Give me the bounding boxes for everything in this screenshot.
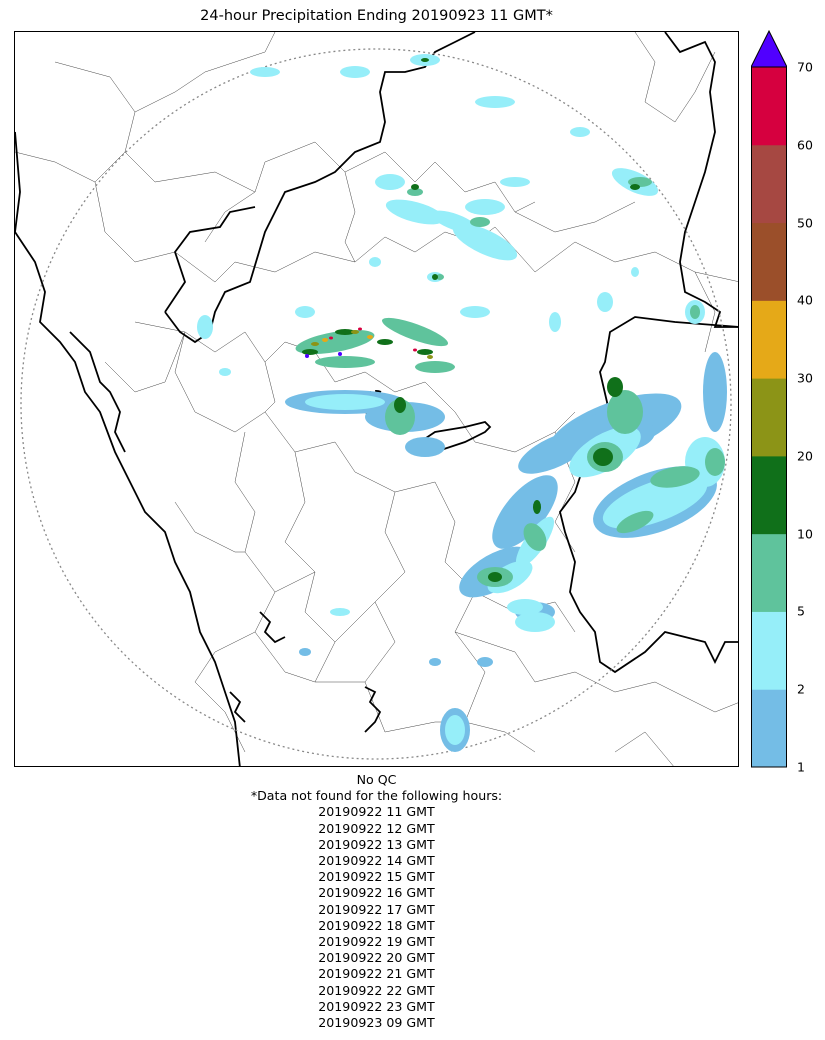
precipitation-map — [14, 31, 739, 767]
state-boundaries — [15, 32, 738, 766]
colorbar-segment — [751, 455, 787, 535]
colorbar-outline — [751, 66, 787, 768]
colorbar-tick-label: 10 — [797, 526, 813, 542]
precip-level-extend — [305, 352, 342, 358]
colorbar-segment — [751, 144, 787, 224]
district-boundaries — [15, 32, 738, 766]
missing-hour-item: 20190922 11 GMT — [318, 804, 435, 820]
missing-hour-item: 20190922 13 GMT — [318, 836, 435, 852]
missing-hour-item: 20190923 09 GMT — [318, 1015, 435, 1031]
missing-hour-item: 20190922 15 GMT — [318, 869, 435, 885]
radar-range-ring — [20, 48, 732, 760]
colorbar-segment — [751, 533, 787, 612]
colorbar-graphic — [750, 29, 788, 768]
precip-level-1 — [285, 352, 727, 752]
colorbar-tick-label: 1 — [797, 759, 805, 775]
map-canvas — [15, 32, 738, 766]
colorbar-extend-arrow — [750, 29, 788, 68]
colorbar-segment — [751, 67, 787, 146]
missing-hour-item: 20190922 20 GMT — [318, 950, 435, 966]
colorbar-segment — [751, 222, 787, 301]
missing-hour-item: 20190922 12 GMT — [318, 820, 435, 836]
colorbar-tick-label: 60 — [797, 137, 813, 153]
missing-hour-item: 20190922 22 GMT — [318, 982, 435, 998]
missing-hour-item: 20190922 17 GMT — [318, 901, 435, 917]
precip-level-4 — [302, 58, 640, 582]
precip-level-6 — [322, 335, 373, 342]
qc-note: No QC — [356, 772, 397, 787]
missing-hour-item: 20190922 23 GMT — [318, 998, 435, 1014]
colorbar-tick-label: 40 — [797, 292, 813, 308]
footer-notes: No QC *Data not found for the following … — [14, 772, 739, 1031]
precip-level-9 — [329, 327, 417, 352]
colorbar-tick-label: 70 — [797, 59, 813, 75]
colorbar-tick-label: 20 — [797, 448, 813, 464]
precip-level-5 — [311, 330, 433, 359]
colorbar-tick-label: 50 — [797, 215, 813, 231]
colorbar-tick-label: 5 — [797, 603, 805, 619]
colorbar-segment — [751, 689, 787, 768]
missing-hour-item: 20190922 21 GMT — [318, 966, 435, 982]
colorbar-segment — [751, 611, 787, 690]
map-title: 24-hour Precipitation Ending 20190923 11… — [200, 8, 553, 24]
missing-hour-item: 20190922 18 GMT — [318, 917, 435, 933]
missing-hour-item: 20190922 19 GMT — [318, 934, 435, 950]
colorbar-tick-label: 30 — [797, 370, 813, 386]
missing-data-note: *Data not found for the following hours: — [250, 788, 503, 804]
colorbar-segment — [751, 378, 787, 457]
precip-colorbar — [750, 29, 788, 770]
missing-hour-item: 20190922 14 GMT — [318, 853, 435, 869]
colorbar-segment — [751, 300, 787, 379]
colorbar-tick-label: 2 — [797, 681, 805, 697]
missing-hour-item: 20190922 16 GMT — [318, 885, 435, 901]
missing-hours-list: 20190922 11 GMT 20190922 12 GMT 20190922 1… — [14, 804, 739, 1031]
